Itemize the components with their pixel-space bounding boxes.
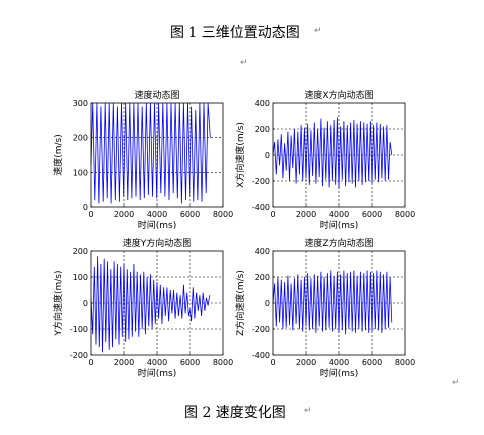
x-axis-label: 时间(ms) [138, 367, 176, 379]
y-tick-label: -200 [70, 351, 88, 360]
x-axis-label: 时间(ms) [320, 367, 358, 379]
paragraph-mark: ↵ [314, 26, 322, 36]
chart-title: 速度X方向动态图 [304, 89, 373, 101]
y-axis-label: Z方向速度(m/s) [234, 270, 246, 336]
y-tick-label: 0 [83, 299, 88, 308]
y-axis-label: X方向速度(m/s) [234, 122, 246, 188]
x-tick-label: 4000 [147, 210, 167, 219]
bottom-caption: 图 2 速度变化图 [184, 405, 286, 421]
y-tick-label: 200 [73, 247, 88, 256]
y-tick-label: 0 [265, 299, 270, 308]
y-tick-label: -200 [252, 177, 270, 186]
x-tick-label: 0 [88, 358, 93, 367]
x-tick-label: 6000 [180, 210, 200, 219]
x-tick-label: 8000 [395, 358, 415, 367]
y-tick-label: 200 [73, 134, 88, 143]
chart-title: 速度动态图 [134, 89, 179, 101]
paragraph-mark: ↵ [452, 378, 460, 388]
series-line [272, 117, 393, 189]
y-tick-label: 200 [255, 125, 270, 134]
series-line [90, 256, 211, 353]
chart-title: 速度Y方向动态图 [123, 237, 192, 249]
x-tick-label: 8000 [213, 358, 233, 367]
x-tick-label: 4000 [147, 358, 167, 367]
y-tick-label: -400 [252, 203, 270, 212]
top-caption: 图 1 三维位置动态图 [170, 25, 300, 41]
chart-title: 速度Z方向动态图 [304, 237, 373, 249]
y-tick-label: 100 [73, 273, 88, 282]
y-tick-label: 400 [255, 247, 270, 256]
paragraph-mark: ↵ [304, 406, 312, 416]
x-tick-label: 8000 [395, 210, 415, 219]
x-tick-label: 2000 [296, 210, 316, 219]
y-axis-label: Y方向速度(m/s) [52, 270, 64, 336]
x-tick-label: 8000 [213, 210, 233, 219]
y-tick-label: 200 [255, 273, 270, 282]
y-tick-label: -100 [70, 325, 88, 334]
y-tick-label: -400 [252, 351, 270, 360]
x-axis-label: 时间(ms) [320, 219, 358, 231]
y-tick-label: 100 [73, 168, 88, 177]
x-tick-label: 6000 [180, 358, 200, 367]
paragraph-mark: ↵ [240, 58, 248, 68]
chart-panel-3: 0 2000 4000 6000 8000 -200 -100 0 100 200 速度Y方向动态图… [52, 237, 233, 379]
y-tick-label: 0 [83, 203, 88, 212]
x-tick-label: 4000 [329, 358, 349, 367]
chart-panel-2: 0 2000 4000 6000 8000 -400 -200 0 200 400 速度X方向动态图… [234, 89, 415, 231]
y-tick-label: -200 [252, 325, 270, 334]
series-line [272, 270, 393, 335]
y-axis-label: 速度(m/s) [52, 134, 64, 176]
x-tick-label: 0 [88, 210, 93, 219]
x-tick-label: 4000 [329, 210, 349, 219]
x-tick-label: 2000 [114, 358, 134, 367]
series-line [90, 102, 211, 204]
y-tick-label: 300 [73, 99, 88, 108]
x-tick-label: 0 [270, 358, 275, 367]
x-tick-label: 6000 [362, 210, 382, 219]
x-tick-label: 2000 [114, 210, 134, 219]
x-tick-label: 0 [270, 210, 275, 219]
y-tick-label: 400 [255, 99, 270, 108]
x-axis-label: 时间(ms) [138, 219, 176, 231]
x-tick-label: 6000 [362, 358, 382, 367]
y-tick-label: 0 [265, 151, 270, 160]
chart-panel-4: 0 2000 4000 6000 8000 -400 -200 0 200 400 速度Z方向动态图… [234, 237, 415, 379]
x-tick-label: 2000 [296, 358, 316, 367]
